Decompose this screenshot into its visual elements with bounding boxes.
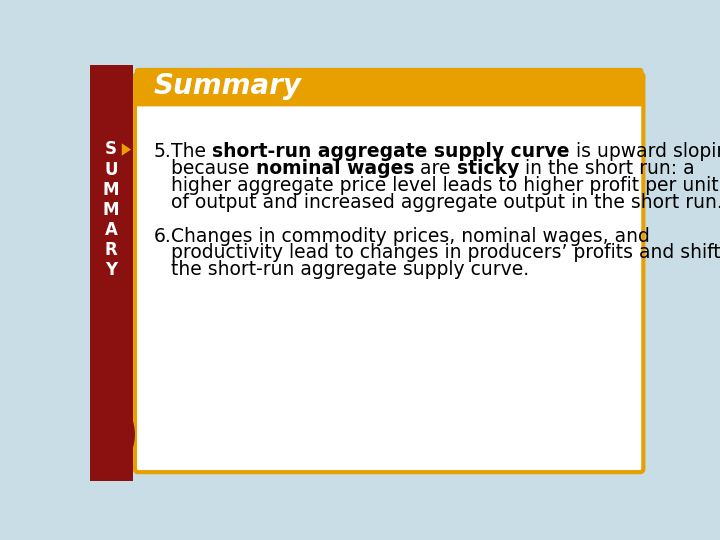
FancyBboxPatch shape — [135, 68, 644, 106]
Polygon shape — [122, 143, 131, 156]
Text: S: S — [105, 140, 117, 159]
FancyBboxPatch shape — [138, 88, 640, 103]
Text: the short-run aggregate supply curve.: the short-run aggregate supply curve. — [171, 260, 529, 279]
Text: nominal wages: nominal wages — [256, 159, 414, 178]
Text: sticky: sticky — [456, 159, 519, 178]
Text: Changes in commodity prices, nominal wages, and: Changes in commodity prices, nominal wag… — [171, 226, 650, 246]
Wedge shape — [90, 390, 135, 479]
Bar — [90, 65, 132, 481]
Text: The: The — [171, 142, 212, 161]
Text: Summary: Summary — [153, 72, 302, 100]
Text: A: A — [104, 220, 117, 239]
Text: is upward sloping: is upward sloping — [570, 142, 720, 161]
Text: of output and increased aggregate output in the short run.: of output and increased aggregate output… — [171, 193, 720, 212]
Text: M: M — [103, 200, 120, 219]
Text: higher aggregate price level leads to higher profit per unit: higher aggregate price level leads to hi… — [171, 176, 719, 195]
Text: because: because — [171, 159, 256, 178]
Text: short-run aggregate supply curve: short-run aggregate supply curve — [212, 142, 570, 161]
Text: 6.: 6. — [153, 226, 171, 246]
Text: in the short run: a: in the short run: a — [519, 159, 695, 178]
Text: U: U — [104, 160, 117, 179]
Text: R: R — [104, 241, 117, 259]
Text: M: M — [103, 180, 120, 199]
Text: Y: Y — [105, 261, 117, 279]
Text: productivity lead to changes in producers’ profits and shift: productivity lead to changes in producer… — [171, 244, 720, 262]
FancyBboxPatch shape — [135, 73, 644, 472]
Text: 5.: 5. — [153, 142, 171, 161]
Text: are: are — [414, 159, 456, 178]
